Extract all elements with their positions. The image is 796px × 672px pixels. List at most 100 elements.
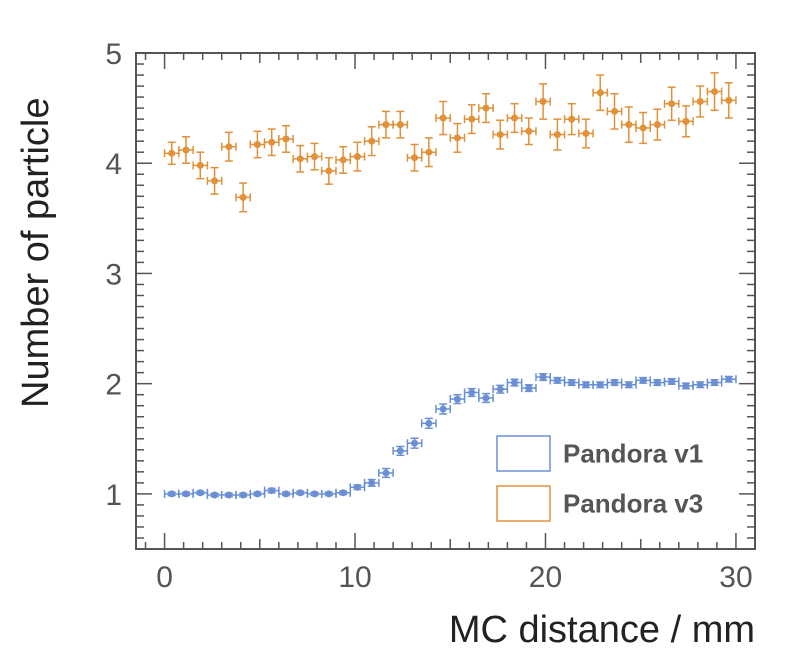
data-point	[606, 93, 623, 130]
data-point	[178, 136, 194, 164]
data-marker	[253, 140, 261, 148]
data-point	[335, 145, 352, 174]
data-marker	[411, 439, 419, 447]
data-point	[449, 122, 466, 153]
data-point	[720, 375, 737, 384]
x-tick-label: 10	[338, 561, 371, 594]
data-marker	[282, 490, 290, 498]
data-point	[392, 110, 409, 139]
data-point	[249, 130, 266, 159]
data-point	[263, 128, 280, 157]
data-point	[506, 102, 523, 134]
data-marker	[696, 381, 704, 389]
data-marker	[639, 124, 647, 132]
legend-label: Pandora v1	[563, 439, 703, 469]
data-point	[720, 82, 737, 119]
series-2	[163, 72, 737, 213]
x-tick-label: 0	[156, 561, 173, 594]
data-marker	[239, 491, 247, 499]
data-marker	[711, 88, 719, 96]
data-marker	[339, 156, 347, 164]
data-point	[220, 131, 237, 162]
data-marker	[425, 148, 433, 156]
data-marker	[368, 479, 376, 487]
data-marker	[682, 382, 690, 390]
data-marker	[525, 127, 533, 135]
data-marker	[211, 491, 219, 499]
data-marker	[553, 131, 561, 139]
data-point	[435, 100, 452, 136]
data-point	[163, 141, 180, 166]
data-marker	[496, 385, 504, 393]
data-marker	[225, 491, 233, 499]
data-point	[349, 141, 366, 172]
data-point	[592, 74, 609, 112]
data-point	[549, 118, 566, 151]
data-point	[506, 378, 523, 387]
data-marker	[439, 114, 447, 122]
data-marker	[468, 115, 476, 123]
data-point	[363, 478, 380, 487]
data-point	[692, 380, 709, 389]
data-marker	[268, 138, 276, 146]
data-marker	[625, 121, 633, 129]
data-marker	[211, 177, 219, 185]
data-point	[306, 142, 323, 171]
series-1	[163, 372, 737, 499]
data-marker	[382, 469, 390, 477]
data-point	[606, 378, 623, 387]
data-marker	[596, 381, 604, 389]
data-point	[378, 467, 394, 479]
legend-item: Pandora v1	[496, 435, 703, 472]
y-tick-label: 2	[105, 369, 122, 402]
legend-swatch	[496, 485, 551, 522]
data-marker	[353, 483, 361, 491]
data-marker	[368, 137, 376, 145]
data-point	[649, 108, 666, 141]
data-marker	[182, 490, 190, 498]
data-marker	[582, 129, 590, 137]
data-point	[449, 393, 466, 405]
y-tick-label: 3	[105, 258, 122, 291]
axes: 0 10 20 30 1 2 3 4 5	[105, 38, 756, 594]
data-marker	[311, 490, 319, 498]
data-marker	[711, 379, 719, 387]
data-point	[406, 437, 423, 449]
data-point	[320, 489, 337, 498]
data-point	[235, 182, 252, 213]
data-point	[663, 86, 680, 121]
data-marker	[525, 384, 533, 392]
data-marker	[653, 379, 661, 387]
data-point	[192, 151, 209, 180]
data-point	[492, 119, 509, 150]
data-marker	[611, 379, 619, 387]
data-marker	[168, 490, 176, 498]
data-marker	[482, 394, 490, 402]
data-point	[278, 489, 294, 498]
data-marker	[496, 131, 504, 139]
data-marker	[653, 121, 661, 129]
data-point	[578, 118, 594, 149]
y-tick-label: 4	[105, 148, 122, 181]
data-point	[535, 372, 552, 382]
plot-frame	[135, 52, 756, 550]
data-point	[206, 166, 223, 195]
data-marker	[268, 487, 276, 495]
data-marker	[639, 376, 647, 384]
data-marker	[725, 96, 733, 104]
data-marker	[625, 381, 633, 389]
y-tick-label: 5	[105, 38, 122, 71]
data-point	[706, 72, 723, 112]
legend: Pandora v1 Pandora v3	[496, 435, 703, 522]
data-marker	[239, 193, 247, 201]
data-marker	[182, 146, 190, 154]
data-marker	[696, 97, 704, 105]
data-marker	[725, 375, 733, 383]
data-marker	[396, 447, 404, 455]
data-marker	[325, 167, 333, 175]
data-point	[635, 111, 651, 145]
data-marker	[539, 373, 547, 381]
data-marker	[196, 489, 204, 497]
data-marker	[553, 376, 561, 384]
data-point	[378, 110, 394, 139]
